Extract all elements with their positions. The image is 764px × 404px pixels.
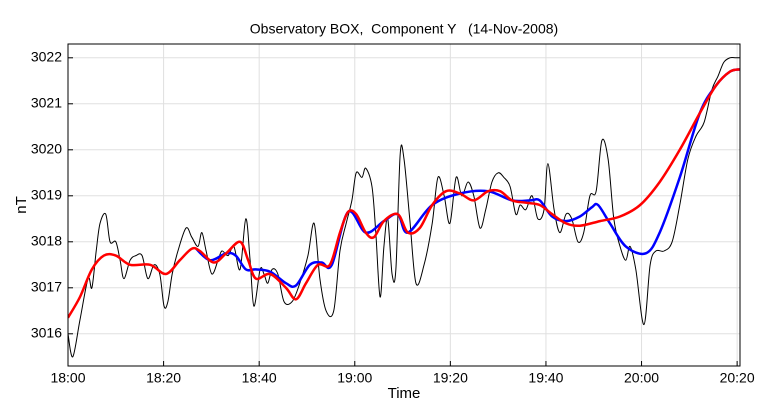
data-line <box>68 68 740 319</box>
y-axis-label: nT <box>13 196 30 214</box>
y-tick-label: 3019 <box>31 187 62 203</box>
x-axis-label: Time <box>388 385 421 402</box>
x-tick-label: 19:00 <box>337 370 372 386</box>
y-tick-label: 3017 <box>31 279 62 295</box>
x-tick-label: 18:20 <box>146 370 181 386</box>
y-tick-label: 3022 <box>31 49 62 65</box>
x-tick-label: 20:00 <box>624 370 659 386</box>
y-tick-label: 3016 <box>31 325 62 341</box>
x-tick-label: 18:40 <box>242 370 277 386</box>
y-tick-label: 3020 <box>31 141 62 157</box>
chart-title: Observatory BOX, Component Y (14-Nov-200… <box>250 21 558 37</box>
x-tick-label: 19:40 <box>528 370 563 386</box>
y-tick-label: 3021 <box>31 95 62 111</box>
x-tick-label: 18:00 <box>50 370 85 386</box>
y-tick-label: 3018 <box>31 233 62 249</box>
x-tick-label: 20:20 <box>720 370 755 386</box>
plot-frame <box>67 43 741 367</box>
x-tick-label: 19:20 <box>433 370 468 386</box>
